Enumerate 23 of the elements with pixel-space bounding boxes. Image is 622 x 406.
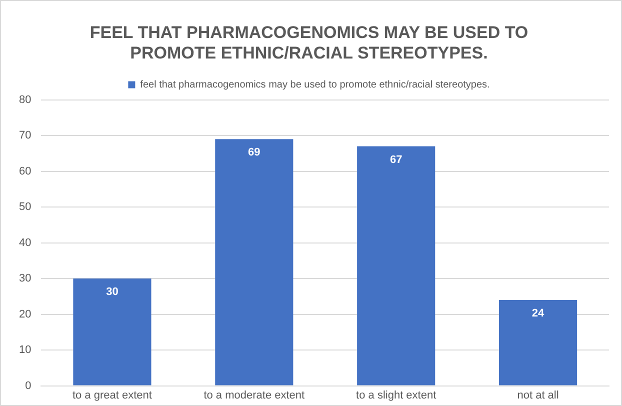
y-tick-label: 50 [18, 201, 32, 214]
legend-label: feel that pharmacogenomics may be used to promote ethnic/racial stereotypes. [140, 80, 490, 91]
y-tick-label: 30 [18, 272, 32, 285]
data-label: 67 [390, 154, 402, 166]
data-label: 30 [106, 286, 118, 298]
x-tick-label: to a great extent [72, 389, 152, 402]
y-tick-label: 20 [18, 308, 32, 320]
data-label: 24 [532, 308, 546, 320]
y-tick-label: 60 [18, 165, 32, 178]
x-tick-label: to a moderate extent [204, 389, 305, 402]
y-tick-label: 80 [18, 94, 32, 106]
y-tick-label: 70 [18, 130, 32, 142]
x-tick-label: to a slight extent [356, 389, 436, 402]
x-tick-label: not at all [517, 389, 559, 402]
y-tick-label: 40 [18, 236, 32, 249]
bar [215, 139, 294, 386]
chart-title: FEEL THAT PHARMACOGENOMICS MAY BE USED TO PROMOTE ETHNIC/RACIAL STEREOTYPES. [90, 22, 528, 62]
bar [73, 278, 152, 386]
y-tick-label: 0 [25, 380, 32, 392]
bar [357, 146, 436, 386]
data-label: 69 [248, 146, 260, 159]
y-tick-label: 10 [18, 344, 32, 356]
bar [498, 300, 578, 386]
